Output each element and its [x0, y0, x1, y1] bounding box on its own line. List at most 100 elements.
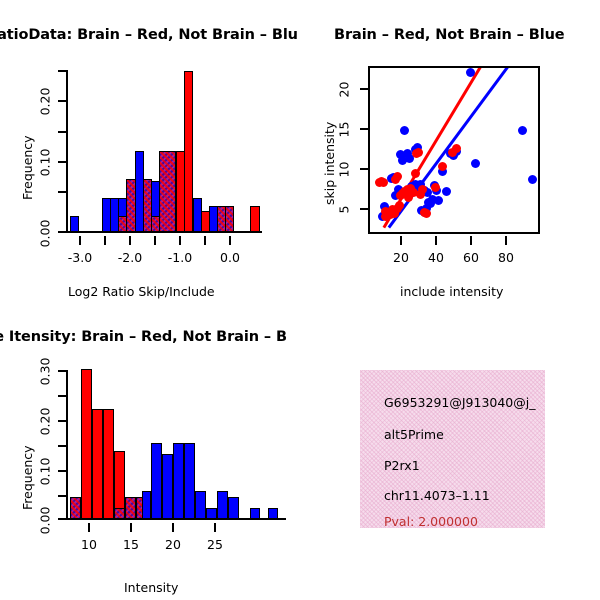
scatter-point	[411, 180, 420, 189]
ratio-y-ticklabel: 0.20	[37, 87, 53, 116]
bar	[92, 409, 103, 520]
scatter-point	[411, 169, 420, 178]
locus-text: chr11.4073–1.11	[384, 488, 490, 503]
scatter-xlabel: include intensity	[400, 284, 504, 299]
intensity-y-tick	[58, 370, 66, 373]
ratio-x-axis	[66, 231, 262, 234]
scatter-x-tick	[470, 236, 473, 245]
scatter-y-tick	[360, 168, 368, 171]
scatter-point	[438, 167, 447, 176]
ratio-y-tick	[58, 161, 66, 164]
panel-intensity-scatter: Brain – Red, Not Brain – Blue skip inten…	[300, 0, 600, 310]
scatter-y-tick	[360, 128, 368, 131]
scatter-y-ticklabel: 15	[336, 121, 352, 138]
bar	[162, 454, 173, 520]
scatter-y-ticklabel: 5	[336, 205, 352, 214]
intensity-y-ticklabel: 0.10	[37, 457, 53, 486]
scatter-point	[403, 149, 412, 158]
intensity-y-ticklabel: 0.20	[37, 407, 53, 436]
scatter-point	[414, 148, 423, 157]
scatter-x-tick	[400, 236, 403, 245]
ratio-y-tick	[58, 191, 66, 194]
scatter-point	[398, 156, 407, 165]
intensity-x-ticklabel: 25	[207, 537, 223, 552]
scatter-point	[418, 185, 427, 194]
bar	[81, 369, 92, 520]
intensity-x-axis	[66, 518, 286, 521]
bar	[250, 206, 260, 233]
scatter-point	[393, 172, 402, 181]
ratio-x-ticklabel: 0.0	[220, 250, 240, 265]
scatter-y-ticklabel: 10	[336, 161, 352, 178]
scatter-y-tick	[360, 88, 368, 91]
ratio-y-tick	[58, 70, 66, 73]
scatter-point	[396, 150, 405, 159]
gene-id-text: G6953291@J913040@j_	[384, 395, 536, 410]
intensity-y-tick	[58, 495, 66, 498]
scatter-point	[380, 202, 389, 211]
scatter-ylabel: skip intensity	[322, 121, 337, 205]
scatter-point	[434, 196, 443, 205]
scatter-point	[423, 188, 432, 197]
bar	[195, 491, 206, 520]
intensity-y-tick	[58, 470, 66, 473]
panel-ratio-histogram: RatioData: Brain – Red, Not Brain – Blu …	[0, 0, 300, 310]
intensity-x-tick	[88, 523, 91, 532]
scatter-plot-frame	[368, 66, 540, 234]
scatter-point	[416, 180, 425, 189]
scatter-point	[400, 126, 409, 135]
panel-info: G6953291@J913040@j_ alt5Prime P2rx1 chr1…	[300, 310, 600, 600]
scatter-data-region	[370, 68, 538, 232]
scatter-point	[391, 191, 400, 200]
scatter-point	[448, 148, 457, 157]
panel-intensity-histogram: ne Itensity: Brain – Red, Not Brain – B …	[0, 310, 300, 600]
ratio-histogram-xlabel: Log2 Ratio Skip/Include	[68, 284, 215, 299]
scatter-point	[442, 187, 451, 196]
intensity-x-ticklabel: 20	[165, 537, 181, 552]
ratio-x-tick	[179, 236, 182, 245]
bar	[184, 71, 193, 233]
intensity-y-tick	[58, 420, 66, 423]
scatter-point	[379, 178, 388, 187]
scatter-y-ticklabel: 20	[336, 81, 352, 98]
scatter-point	[395, 201, 404, 210]
scatter-point	[518, 126, 527, 135]
scatter-point	[422, 209, 431, 218]
pvalue-text: Pval: 2.000000	[384, 514, 478, 528]
scatter-y-tick	[360, 208, 368, 211]
ratio-y-tick	[58, 131, 66, 134]
scatter-x-ticklabel: 60	[463, 250, 479, 265]
bar	[151, 443, 162, 520]
intensity-histogram-ylabel: Frequency	[20, 445, 35, 510]
bar	[70, 497, 81, 520]
intensity-x-tick	[214, 523, 217, 532]
bar	[225, 206, 234, 233]
ratio-x-ticklabel: -1.0	[167, 250, 193, 265]
ratio-x-tick	[204, 236, 207, 245]
scatter-title: Brain – Red, Not Brain – Blue	[334, 27, 565, 43]
scatter-point	[428, 195, 437, 204]
ratio-x-tick	[129, 236, 132, 245]
bar	[159, 151, 176, 233]
bar	[228, 497, 239, 520]
ratio-y-axis	[66, 70, 69, 233]
bar	[173, 443, 184, 520]
ratio-x-ticklabel: -2.0	[117, 250, 143, 265]
scatter-x-ticklabel: 80	[498, 250, 514, 265]
event-type-text: alt5Prime	[384, 427, 444, 442]
ratio-histogram-ylabel: Frequency	[20, 135, 35, 200]
bar	[184, 443, 195, 520]
intensity-histogram-title: ne Itensity: Brain – Red, Not Brain – B	[0, 329, 287, 345]
intensity-x-tick	[172, 523, 175, 532]
scatter-point	[413, 143, 422, 152]
ratio-x-tick	[104, 236, 107, 245]
ratio-x-ticklabel: -3.0	[67, 250, 93, 265]
scatter-x-ticklabel: 40	[428, 250, 444, 265]
intensity-y-ticklabel: 0.30	[37, 357, 53, 386]
ratio-y-tick	[58, 100, 66, 103]
scatter-x-tick	[435, 236, 438, 245]
intensity-y-tick	[58, 518, 66, 521]
ratio-histogram-title: RatioData: Brain – Red, Not Brain – Blu	[0, 27, 298, 43]
ratio-y-tick	[58, 231, 66, 234]
